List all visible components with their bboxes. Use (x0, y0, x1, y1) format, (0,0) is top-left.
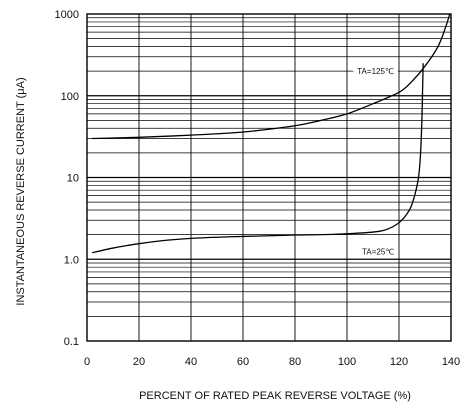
tick-labels: 0 20 40 60 80 100 120 140 0.1 1.0 10 100 1000 (55, 9, 461, 368)
series-group (92, 13, 451, 254)
y-tick-label: 100 (61, 91, 79, 103)
y-tick-label: 1.0 (64, 254, 79, 266)
curve-label-background (358, 246, 399, 258)
x-tick-label: 120 (390, 356, 408, 368)
x-tick-label: 60 (237, 356, 249, 368)
series-line-1 (92, 63, 424, 254)
y-tick-label: 10 (67, 173, 79, 185)
x-tick-label: 140 (442, 356, 460, 368)
series-line-0 (92, 13, 451, 140)
x-axis-label: PERCENT OF RATED PEAK REVERSE VOLTAGE (%… (139, 390, 411, 402)
x-tick-label: 80 (289, 356, 301, 368)
curve-label-background (353, 66, 398, 78)
curve-label: TA=25℃ (362, 247, 394, 256)
curve-label: TA=125℃ (357, 67, 394, 76)
x-tick-label: 100 (338, 356, 356, 368)
plot-frame (86, 13, 452, 342)
gridlines (87, 14, 451, 341)
x-tick-label: 20 (133, 356, 145, 368)
x-tick-label: 40 (185, 356, 197, 368)
y-tick-label: 0.1 (64, 336, 79, 348)
y-tick-label: 1000 (55, 9, 79, 21)
y-axis-label: INSTANTANEOUS REVERSE CURRENT (μA) (15, 77, 27, 305)
x-tick-label: 0 (84, 356, 90, 368)
annotations: TA=125℃ TA=25℃ (353, 66, 399, 258)
